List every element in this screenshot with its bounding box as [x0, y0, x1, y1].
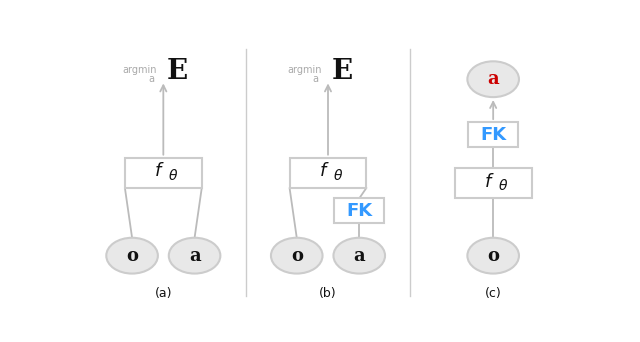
- Text: FK: FK: [346, 202, 372, 220]
- Text: a: a: [487, 70, 499, 88]
- Text: FK: FK: [480, 126, 506, 144]
- Text: E: E: [332, 58, 353, 85]
- Text: (a): (a): [155, 287, 172, 300]
- Ellipse shape: [271, 238, 323, 274]
- Text: (b): (b): [319, 287, 337, 300]
- Text: a: a: [312, 74, 319, 84]
- Text: argmin: argmin: [122, 65, 157, 75]
- FancyBboxPatch shape: [289, 158, 367, 188]
- Ellipse shape: [169, 238, 220, 274]
- Text: argmin: argmin: [287, 65, 321, 75]
- Ellipse shape: [106, 238, 158, 274]
- Text: $f$: $f$: [154, 162, 164, 180]
- FancyBboxPatch shape: [125, 158, 202, 188]
- Text: o: o: [291, 247, 303, 265]
- Text: a: a: [148, 74, 154, 84]
- Text: $\theta$: $\theta$: [168, 168, 179, 183]
- Text: E: E: [166, 58, 188, 85]
- Text: (c): (c): [484, 287, 502, 300]
- Ellipse shape: [333, 238, 385, 274]
- Ellipse shape: [467, 238, 519, 274]
- Text: o: o: [126, 247, 138, 265]
- Text: $f$: $f$: [319, 162, 330, 180]
- Ellipse shape: [467, 61, 519, 97]
- FancyBboxPatch shape: [468, 122, 518, 147]
- FancyBboxPatch shape: [455, 168, 532, 198]
- Text: a: a: [189, 247, 200, 265]
- Text: o: o: [487, 247, 499, 265]
- Text: $\theta$: $\theta$: [498, 179, 508, 193]
- FancyBboxPatch shape: [335, 198, 384, 223]
- Text: $\theta$: $\theta$: [333, 168, 343, 183]
- Text: a: a: [353, 247, 365, 265]
- Text: $f$: $f$: [484, 173, 495, 190]
